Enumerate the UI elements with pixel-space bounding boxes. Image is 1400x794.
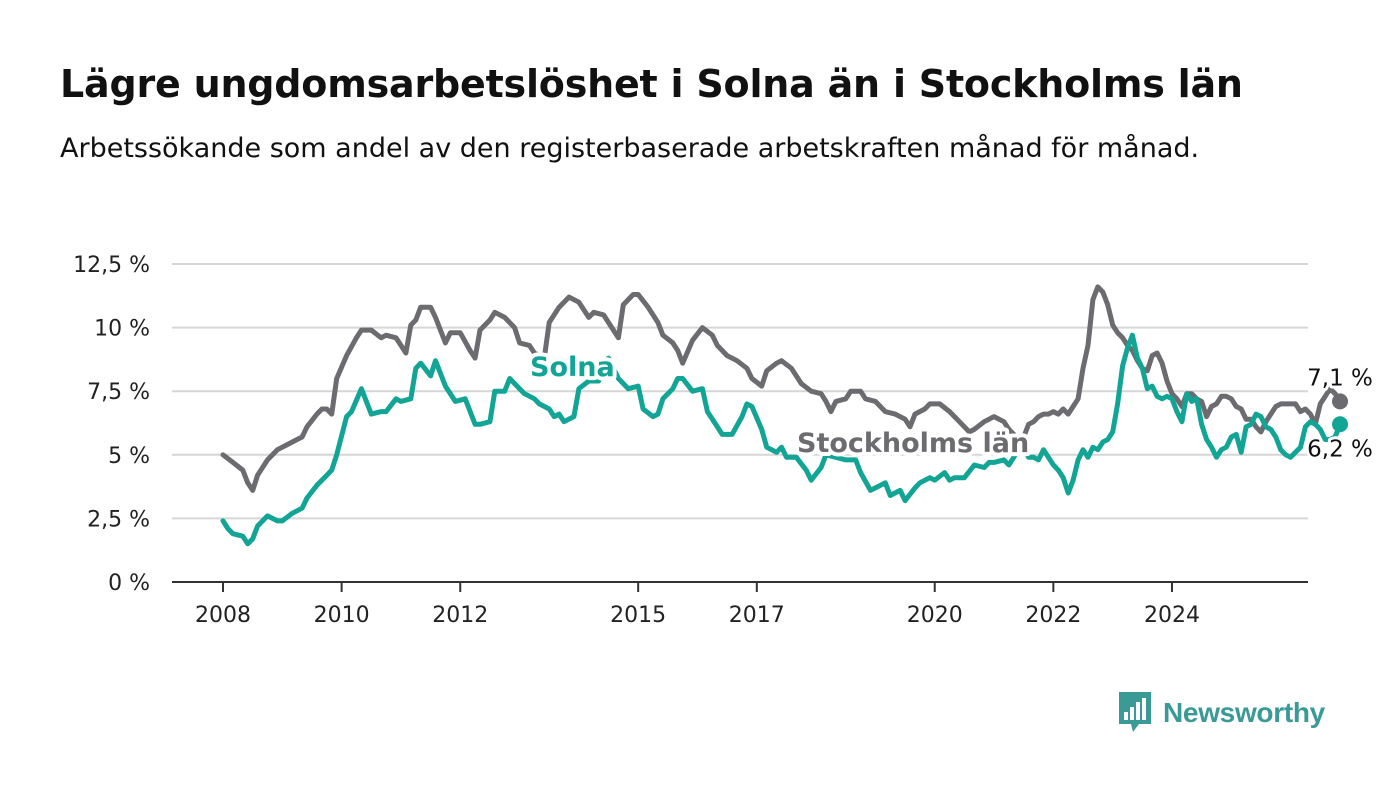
series-line-solna <box>220 332 1343 547</box>
end-value-label: 6,2 % <box>1307 436 1373 462</box>
newsworthy-chart-icon <box>1119 692 1151 732</box>
end-point-marker <box>1332 416 1349 433</box>
brand-name: Newsworthy <box>1163 697 1325 728</box>
newsworthy-logo: Newsworthy <box>1117 690 1325 736</box>
series-line-stockholms-län <box>220 284 1343 493</box>
x-tick-label: 2010 <box>314 603 370 628</box>
series-label: Stockholms län <box>797 428 1029 459</box>
x-tick-label: 2012 <box>432 603 488 628</box>
end-value-label-halo: 6,2 % <box>1307 436 1373 462</box>
series-label-halo: Stockholms län <box>797 428 1029 459</box>
end-value-label-halo: 7,1 % <box>1307 365 1373 391</box>
y-tick-label: 10 % <box>94 317 150 342</box>
chart-title: Lägre ungdomsarbetslöshet i Solna än i S… <box>60 62 1243 106</box>
x-tick-label: 2008 <box>195 603 251 628</box>
x-tick-label: 2015 <box>610 603 666 628</box>
series-label: Solna <box>530 352 615 383</box>
x-tick-label: 2020 <box>907 603 963 628</box>
end-point-marker <box>1332 393 1349 410</box>
y-tick-label: 7,5 % <box>87 380 150 405</box>
x-tick-label: 2022 <box>1025 603 1081 628</box>
x-tick-label: 2017 <box>729 603 785 628</box>
y-tick-label: 12,5 % <box>73 253 150 278</box>
y-tick-label: 0 % <box>108 571 150 596</box>
chart-subtitle: Arbetssökande som andel av den registerb… <box>60 133 1200 164</box>
y-tick-label: 2,5 % <box>87 507 150 532</box>
series-label-halo: Solna <box>530 352 615 383</box>
y-tick-label: 5 % <box>108 444 150 469</box>
end-value-label: 7,1 % <box>1307 365 1373 391</box>
x-tick-label: 2024 <box>1144 603 1200 628</box>
